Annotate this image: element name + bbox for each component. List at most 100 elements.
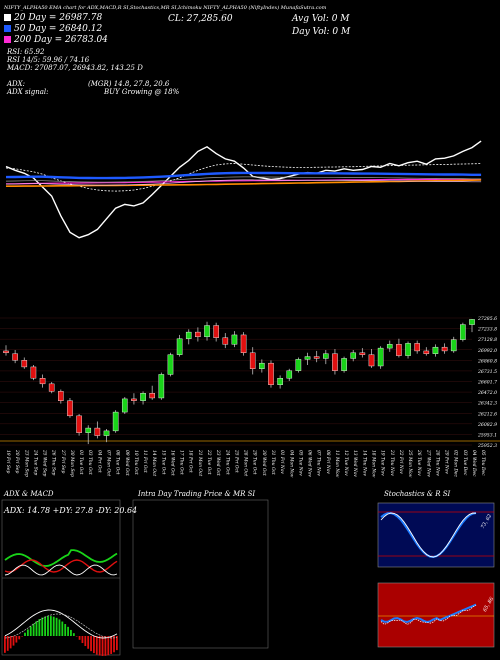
date-tick-label: 14 Mon Oct	[151, 450, 156, 476]
candle-body	[103, 430, 110, 436]
date-tick-label: 18 Mon Nov	[370, 450, 375, 478]
date-tick-label: 07 Thu Nov	[316, 450, 321, 476]
macd-bar	[93, 636, 95, 654]
date-tick-label: 19 Tue Nov	[380, 450, 385, 476]
candle-body	[67, 400, 73, 417]
macd-bar	[18, 636, 21, 640]
date-tick-label: 06 Wed Nov	[307, 450, 312, 477]
ema50-swatch	[4, 25, 11, 32]
date-tick-label: 11 Mon Nov	[334, 450, 339, 478]
macd-bar	[4, 636, 6, 653]
macd-bar	[24, 632, 26, 636]
date-tick-label: 05 Thu Dec	[480, 450, 485, 476]
adx-panel-title: ADX: 14.78 +DY: 27.8 -DY: 20.64	[4, 506, 138, 515]
candle-body	[167, 354, 174, 375]
price-panel	[0, 317, 500, 446]
mrsi-frame	[132, 499, 269, 649]
price-axis-label: 26992.0	[477, 348, 497, 354]
candle-body	[195, 331, 201, 338]
candle-body	[112, 411, 119, 432]
candle-body	[405, 343, 411, 356]
macd-bar	[72, 633, 75, 636]
macd-line	[4, 609, 118, 639]
date-tick-label: 15 Tue Oct	[160, 450, 165, 475]
macd-bar	[116, 636, 118, 651]
mrsi-panel	[132, 499, 269, 649]
date-tick-label: 25 Wed Sep	[42, 449, 47, 477]
candle-body	[85, 427, 92, 433]
stoch-panel-title: Stochastics & R SI	[384, 490, 451, 498]
macd-bar	[41, 617, 44, 636]
date-tick-label: 08 Fri Nov	[325, 450, 330, 474]
macd-bar	[44, 616, 47, 636]
date-tick-label: 04 Mon Nov	[288, 450, 293, 478]
candle-body	[140, 393, 146, 401]
macd-bar	[9, 636, 12, 649]
mgr-label: (MGR) 14.8, 27.8, 20.6	[88, 80, 170, 88]
date-axis: 19 Fri Sep 20 Fri Sep 23 Mon Sep 24 Tue Sep…	[5, 449, 485, 478]
macd-bar	[70, 629, 72, 636]
candle-body	[359, 352, 366, 355]
candle-body	[350, 352, 357, 359]
candle-body	[396, 344, 402, 356]
date-tick-label: 03 Tue Dec	[462, 450, 467, 476]
ema-band-grey	[5, 176, 482, 183]
date-tick-label: 24 Tue Sep	[32, 449, 37, 475]
price-axis-label: 26601.7	[477, 380, 497, 386]
rsi-label: RSI: 65.92	[7, 48, 45, 56]
candle-body	[222, 337, 229, 345]
ema50-legend-text: 50 Day = 26840.12	[14, 24, 103, 34]
price-axis-label: 27233.8	[477, 327, 497, 333]
adx-label: ADX:	[7, 80, 26, 88]
macd-bar	[90, 636, 92, 652]
price-axis-label: 26342.3	[477, 401, 497, 407]
candle-body	[386, 344, 393, 349]
ema-line-ema200	[5, 178, 482, 185]
adx-short: ADX	[4, 490, 22, 498]
macd-bar	[64, 624, 67, 636]
macd-panel-title: ADX & MACD	[4, 490, 54, 498]
price-axis-label: 26082.9	[477, 422, 497, 428]
macd-bar	[32, 623, 35, 636]
adx-panel	[1, 499, 121, 656]
date-tick-label: 28 Mon Oct	[243, 449, 248, 476]
ema-line-price	[5, 140, 482, 239]
macd-bar	[47, 616, 49, 636]
candle-body	[12, 353, 18, 361]
ema20-swatch	[4, 14, 11, 21]
adx-line	[4, 564, 118, 576]
price-axis-label: 26731.5	[477, 369, 497, 375]
candle-body	[94, 427, 101, 436]
ema200-swatch	[4, 36, 11, 43]
candle-body	[121, 398, 128, 413]
date-tick-label: 18 Fri Oct	[188, 450, 193, 473]
price-axis-label: 27285.6	[477, 316, 497, 322]
macd-bar	[35, 621, 38, 636]
date-tick-label: 09 Wed Oct	[124, 450, 129, 476]
date-tick-label: 03 Thu Oct	[87, 450, 92, 475]
ema200-legend-text: 200 Day = 26783.04	[14, 35, 108, 45]
candle-body	[304, 356, 311, 360]
candle-body	[204, 325, 210, 338]
ema-line-ema50	[5, 171, 482, 180]
macd-bar	[110, 636, 113, 654]
macd-bar	[6, 636, 9, 651]
macd-bar	[101, 636, 104, 656]
ema20-legend: 20 Day = 26987.78	[4, 13, 102, 23]
rsi-signal-line	[380, 604, 477, 625]
stoch-panel	[377, 502, 495, 648]
candle-body	[323, 353, 329, 359]
ema200-legend: 200 Day = 26783.04	[4, 35, 108, 45]
date-tick-label: 21 Thu Nov	[389, 449, 394, 476]
candle-body	[39, 378, 46, 385]
macd-bar	[55, 617, 58, 636]
adx-signal-label: ADX signal:	[7, 88, 49, 96]
date-tick-label: 12 Tue Nov	[343, 450, 348, 476]
date-tick-label: 30 Wed Oct	[261, 450, 266, 476]
candle-body	[213, 325, 219, 338]
date-tick-label: 04 Wed Dec	[471, 450, 476, 477]
candle-body	[268, 362, 274, 385]
date-tick-label: 28 Thu Nov	[434, 449, 439, 476]
candle-body	[185, 331, 192, 339]
macd-bar	[104, 636, 107, 656]
